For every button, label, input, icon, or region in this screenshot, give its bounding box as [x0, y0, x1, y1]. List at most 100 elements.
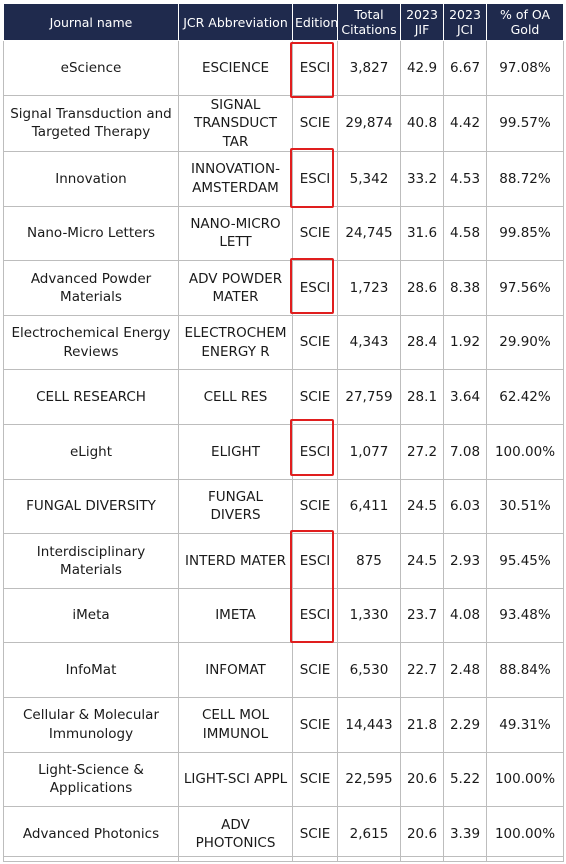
jif-cell: 28.4: [400, 314, 444, 371]
citations-cell: 1,330: [337, 587, 401, 644]
abbreviation-cell: LIGHT-SCI APPL: [178, 751, 293, 808]
abbreviation-cell: CELL RES: [178, 369, 293, 426]
citations-cell: 6,411: [337, 478, 401, 535]
abbreviation-cell: NANO-MICRO LETT: [178, 205, 293, 262]
oa-gold-cell: 100.00%: [486, 751, 564, 808]
oa-gold-cell: 62.42%: [486, 369, 564, 426]
jci-cell: 6.03: [443, 478, 487, 535]
oa-gold-cell: 88.84%: [486, 642, 564, 699]
journal-name-cell: Advanced Photonics: [3, 806, 179, 862]
journal-name-cell: Interdisciplinary Materials: [3, 533, 179, 589]
edition-cell: SCIE: [292, 806, 338, 862]
oa-gold-cell: 93.48%: [486, 587, 564, 644]
journal-name-cell: Nano-Micro Letters: [3, 205, 179, 262]
abbreviation-cell: INNOVATION-AMSTERDAM: [178, 151, 293, 207]
table-row: InfoMat INFOMAT SCIE 6,530 22.7 2.48 88.84%: [3, 642, 564, 699]
col-edition: Edition: [292, 3, 338, 41]
abbreviation-cell: INFOMAT: [178, 642, 293, 699]
jci-cell: 3.64: [443, 369, 487, 426]
jci-cell: 2.29: [443, 697, 487, 753]
citations-cell: 2,615: [337, 806, 401, 862]
oa-gold-cell: 100.00%: [486, 424, 564, 480]
journal-name-cell: Light-Science & Applications: [3, 751, 179, 808]
edition-cell: SCIE: [292, 751, 338, 808]
jci-cell: 2.48: [443, 642, 487, 699]
abbreviation-cell: IMETA: [178, 587, 293, 644]
table-row: Cellular & Molecular Immunology CELL MOL …: [3, 697, 564, 753]
col-total-citations: Total Citations: [337, 3, 401, 41]
jif-cell: 20.6: [400, 751, 444, 808]
edition-cell: ESCI: [292, 151, 338, 207]
edition-cell: SCIE: [292, 642, 338, 699]
abbreviation-cell: INTERD MATER: [178, 533, 293, 589]
edition-cell: SCIE: [292, 205, 338, 262]
journal-name-cell: iMeta: [3, 587, 179, 644]
jif-cell: 23.7: [400, 587, 444, 644]
jci-cell: 7.08: [443, 424, 487, 480]
jif-cell: 24.5: [400, 533, 444, 589]
citations-cell: 24,745: [337, 205, 401, 262]
journal-name-cell: Signal Transduction and Targeted Therapy: [3, 94, 179, 153]
journal-name-cell: Advanced Powder Materials: [3, 260, 179, 316]
jci-cell: 4.53: [443, 151, 487, 207]
oa-gold-cell: 95.45%: [486, 533, 564, 589]
table-row: Advanced Powder Materials ADV POWDER MATE…: [3, 260, 564, 316]
table-row: FUNGAL DIVERSITY FUNGAL DIVERS SCIE 6,411 24…: [3, 478, 564, 535]
table-row: Signal Transduction and Targeted Therapy…: [3, 94, 564, 153]
citations-cell: 27,759: [337, 369, 401, 426]
table-row: eScience ESCIENCE ESCI 3,827 42.9 6.67 97.08%: [3, 40, 564, 96]
citations-cell: 1,077: [337, 424, 401, 480]
journal-name-cell: CELL RESEARCH: [3, 369, 179, 426]
table-row: Light-Science & Applications LIGHT-SCI AP…: [3, 751, 564, 808]
citations-cell: 6,530: [337, 642, 401, 699]
edition-cell: SCIE: [292, 94, 338, 153]
jci-cell: 2.93: [443, 533, 487, 589]
jif-cell: 40.8: [400, 94, 444, 153]
citations-cell: 3,827: [337, 40, 401, 96]
oa-gold-cell: 29.90%: [486, 314, 564, 371]
citations-cell: 4,343: [337, 314, 401, 371]
journal-name-cell: FUNGAL DIVERSITY: [3, 478, 179, 535]
edition-cell: ESCI: [292, 587, 338, 644]
abbreviation-cell: ADV POWDER MATER: [178, 260, 293, 316]
edition-cell: ESCI: [292, 533, 338, 589]
abbreviation-cell: ELECTROCHEM ENERGY R: [178, 314, 293, 371]
oa-gold-cell: 97.56%: [486, 260, 564, 316]
jci-cell: 8.38: [443, 260, 487, 316]
oa-gold-cell: 99.57%: [486, 94, 564, 153]
oa-gold-cell: 97.08%: [486, 40, 564, 96]
citations-cell: 22,595: [337, 751, 401, 808]
oa-gold-cell: 30.51%: [486, 478, 564, 535]
header-row: Journal name JCR Abbreviation Edition To…: [3, 3, 564, 41]
table-row: iMeta IMETA ESCI 1,330 23.7 4.08 93.48%: [3, 587, 564, 644]
edition-cell: SCIE: [292, 314, 338, 371]
abbreviation-cell: SIGNAL TRANSDUCT TAR: [178, 94, 293, 153]
abbreviation-cell: ELIGHT: [178, 424, 293, 480]
citations-cell: 875: [337, 533, 401, 589]
journal-name-cell: Innovation: [3, 151, 179, 207]
edition-cell: ESCI: [292, 424, 338, 480]
abbreviation-cell: CELL MOL IMMUNOL: [178, 697, 293, 753]
jci-cell: 4.42: [443, 94, 487, 153]
journal-name-cell: eScience: [3, 40, 179, 96]
oa-gold-cell: 99.85%: [486, 205, 564, 262]
journal-name-cell: InfoMat: [3, 642, 179, 699]
col-jci: 2023 JCI: [443, 3, 487, 41]
edition-cell: SCIE: [292, 478, 338, 535]
jif-cell: 28.6: [400, 260, 444, 316]
citations-cell: 14,443: [337, 697, 401, 753]
table-row: Electrochemical Energy Reviews ELECTROCHE…: [3, 314, 564, 371]
journal-name-cell: eLight: [3, 424, 179, 480]
col-oa-gold: % of OA Gold: [486, 3, 564, 41]
journal-name-cell: Electrochemical Energy Reviews: [3, 314, 179, 371]
abbreviation-cell: ADV PHOTONICS: [178, 806, 293, 862]
table-bottom-border: [3, 856, 563, 857]
jif-cell: 22.7: [400, 642, 444, 699]
journal-table: Journal name JCR Abbreviation Edition To…: [3, 3, 564, 862]
jci-cell: 1.92: [443, 314, 487, 371]
abbreviation-cell: ESCIENCE: [178, 40, 293, 96]
citations-cell: 1,723: [337, 260, 401, 316]
jci-cell: 3.39: [443, 806, 487, 862]
abbreviation-cell: FUNGAL DIVERS: [178, 478, 293, 535]
